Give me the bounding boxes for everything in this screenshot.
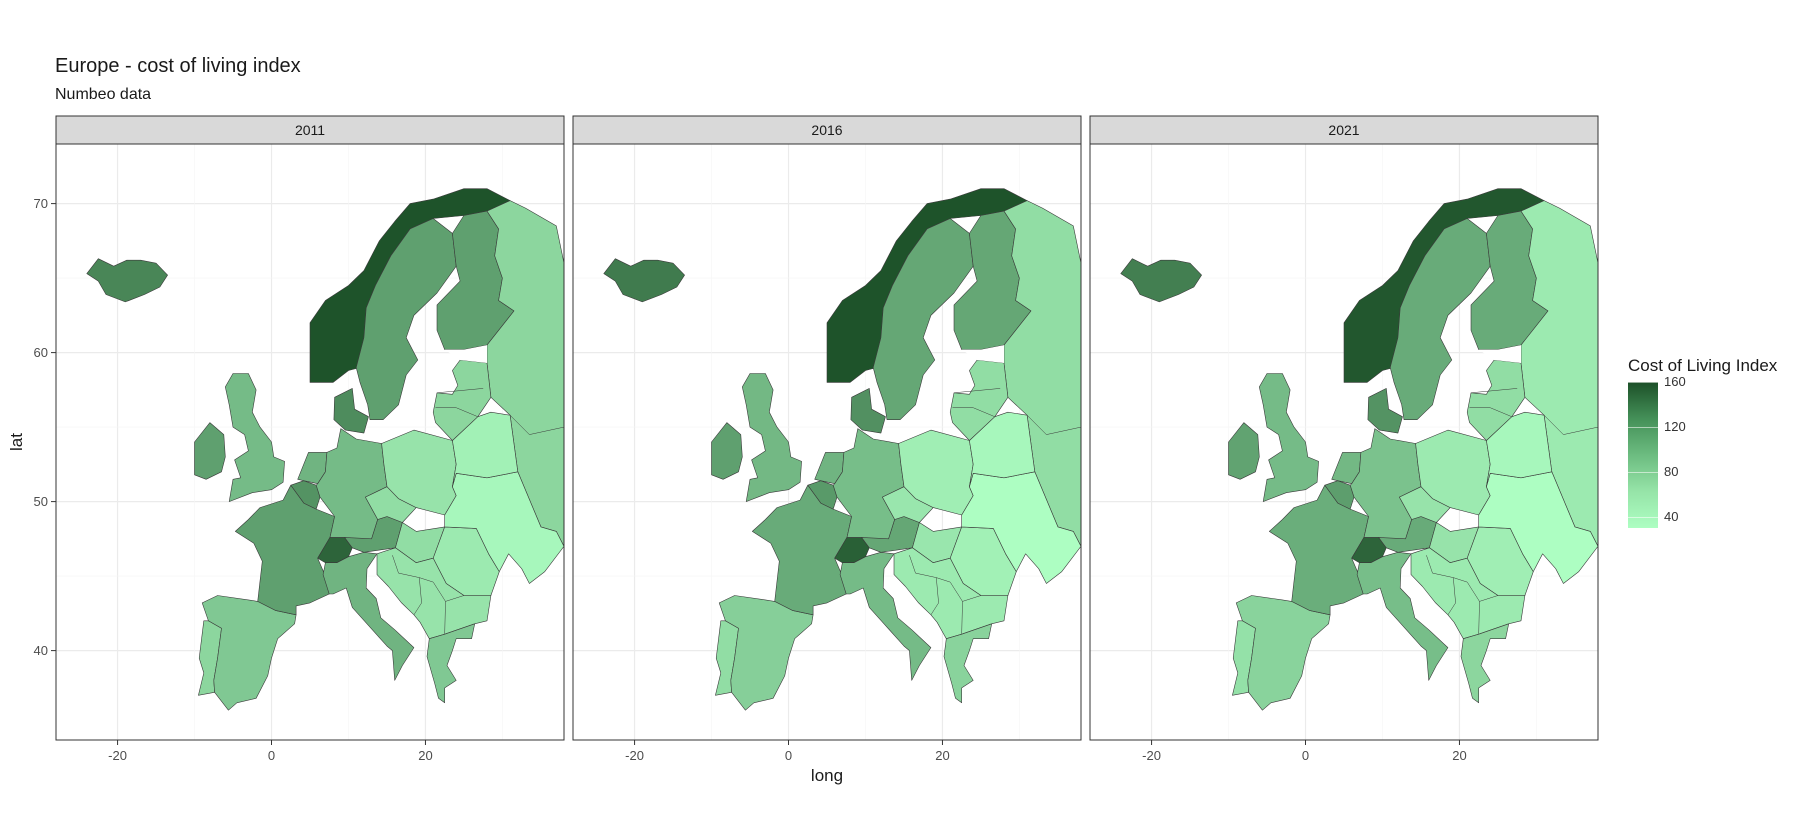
country-russia bbox=[486, 200, 564, 547]
map-panel-2021: 2021 -20 0 20 bbox=[1089, 115, 1599, 763]
facet-label: 2021 bbox=[1328, 122, 1359, 138]
country-ireland bbox=[711, 422, 743, 480]
country-belarus bbox=[452, 411, 519, 488]
x-tick-label: 0 bbox=[1302, 748, 1309, 763]
border-balkans bbox=[445, 595, 464, 602]
x-tick-label: -20 bbox=[108, 748, 127, 763]
map-panel-2016: 2016 -20 0 20 bbox=[572, 115, 1082, 763]
legend-tick-label: 80 bbox=[1664, 463, 1679, 479]
facet-strip bbox=[1089, 115, 1599, 145]
facet-label: 2016 bbox=[811, 122, 842, 138]
border-balkans bbox=[1479, 595, 1498, 602]
border-balkans bbox=[936, 577, 963, 635]
country-sweden bbox=[872, 218, 974, 421]
country-baltics bbox=[432, 359, 492, 441]
gulf-of-finland bbox=[961, 345, 1004, 363]
x-tick-label: -20 bbox=[625, 748, 644, 763]
country-france bbox=[235, 484, 335, 616]
x-axis-title: long bbox=[811, 766, 843, 785]
legend-colorbar bbox=[1628, 382, 1658, 528]
country-russia bbox=[1003, 200, 1081, 547]
facet-strip bbox=[55, 115, 565, 145]
country-ukraine bbox=[444, 471, 564, 584]
legend-tick-mark bbox=[1628, 382, 1658, 383]
border-baltics bbox=[436, 388, 484, 394]
country-belarus bbox=[1486, 411, 1553, 488]
map-panel-2011: 2011 -20 0 20 bbox=[55, 115, 565, 763]
legend-title: Cost of Living Index bbox=[1628, 356, 1778, 375]
gulf-of-finland bbox=[444, 345, 487, 363]
country-russia bbox=[1520, 200, 1598, 547]
y-axis-title: lat bbox=[7, 433, 26, 451]
country-italy bbox=[322, 551, 415, 681]
y-tick-label: 70 bbox=[34, 196, 48, 211]
country-greece bbox=[426, 623, 476, 704]
border-baltics bbox=[952, 407, 995, 417]
facet-strip bbox=[572, 115, 1082, 145]
country-iceland bbox=[603, 258, 685, 303]
country-iceland bbox=[86, 258, 168, 303]
country-italy bbox=[1356, 551, 1449, 681]
country-greece bbox=[1460, 623, 1509, 704]
country-uk bbox=[225, 373, 285, 502]
country-denmark bbox=[850, 388, 886, 434]
y-tick-label: 40 bbox=[34, 643, 48, 658]
country-france bbox=[751, 484, 852, 616]
border-russia bbox=[509, 415, 564, 435]
gulf-of-finland bbox=[1478, 345, 1521, 363]
y-tick-label: 50 bbox=[34, 494, 48, 509]
x-tick-label: 0 bbox=[268, 748, 275, 763]
legend-tick-mark bbox=[1628, 471, 1658, 473]
legend-tick-label: 40 bbox=[1664, 508, 1679, 524]
country-sweden bbox=[1389, 218, 1491, 421]
legend-tick-mark bbox=[1628, 516, 1658, 518]
y-tick-label: 60 bbox=[34, 345, 48, 360]
country-denmark bbox=[1367, 388, 1403, 434]
country-ukraine bbox=[961, 471, 1081, 584]
chart-subtitle: Numbeo data bbox=[55, 86, 152, 103]
border-baltics bbox=[1469, 407, 1512, 417]
country-denmark bbox=[333, 388, 369, 434]
facet-label: 2011 bbox=[295, 122, 325, 138]
country-italy bbox=[839, 551, 932, 681]
border-baltics bbox=[1470, 388, 1518, 394]
border-balkans bbox=[1453, 577, 1480, 635]
country-iceland bbox=[1120, 258, 1202, 303]
x-tick-label: 0 bbox=[785, 748, 792, 763]
country-france bbox=[1269, 484, 1369, 616]
country-greece bbox=[943, 623, 993, 704]
border-baltics bbox=[953, 388, 1001, 394]
country-ireland bbox=[194, 422, 226, 480]
border-russia bbox=[1026, 415, 1081, 435]
country-uk bbox=[741, 373, 802, 502]
country-uk bbox=[1259, 373, 1319, 502]
country-sweden bbox=[355, 218, 457, 421]
country-ukraine bbox=[1478, 471, 1598, 584]
border-balkans bbox=[419, 577, 446, 635]
border-baltics bbox=[435, 407, 478, 417]
country-ireland bbox=[1228, 422, 1260, 480]
legend-tick-label: 120 bbox=[1664, 418, 1686, 434]
chart-title: Europe - cost of living index bbox=[55, 55, 301, 77]
border-russia bbox=[1543, 415, 1598, 435]
border-balkans bbox=[962, 595, 981, 602]
x-tick-label: 20 bbox=[935, 748, 949, 763]
x-tick-label: 20 bbox=[1452, 748, 1466, 763]
legend-tick-label: 160 bbox=[1664, 374, 1686, 389]
x-tick-label: -20 bbox=[1142, 748, 1161, 763]
country-belarus bbox=[969, 411, 1036, 488]
legend-tick-mark bbox=[1628, 426, 1658, 428]
x-tick-label: 20 bbox=[418, 748, 432, 763]
